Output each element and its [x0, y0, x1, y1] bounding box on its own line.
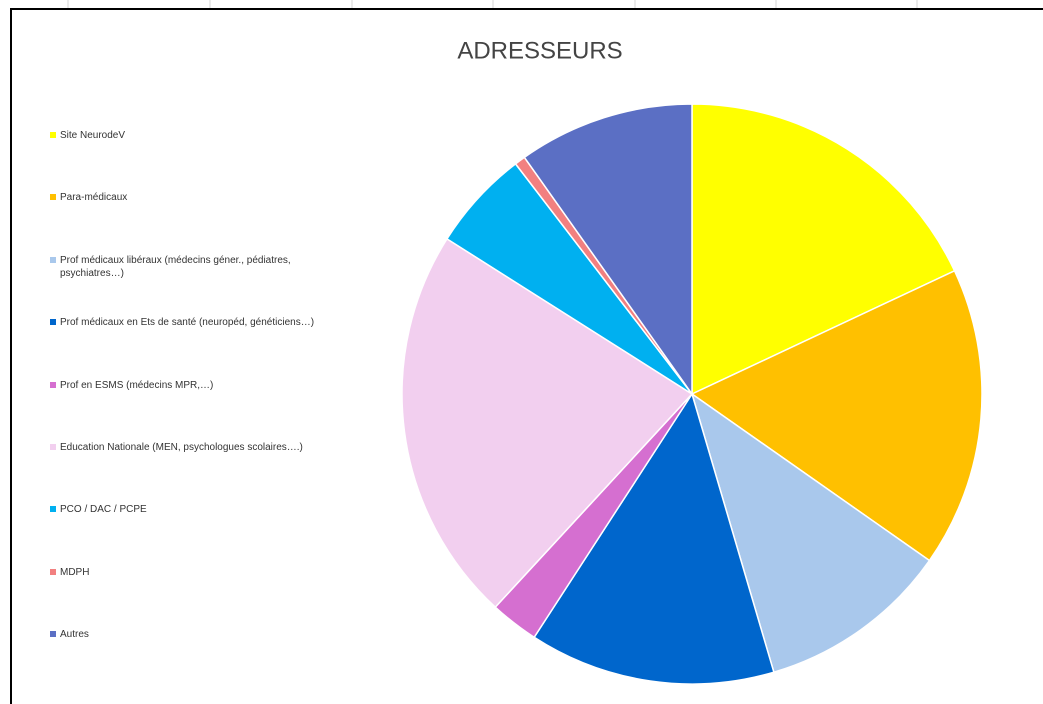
legend-label: Para-médicaux: [60, 192, 128, 204]
legend-swatch: [50, 381, 56, 388]
legend-entry: Autres: [50, 628, 350, 641]
legend-label: PCO / DAC / PCPE: [60, 504, 147, 516]
legend-entry: MDPH: [50, 566, 350, 579]
legend-label: MDPH: [60, 566, 90, 578]
legend-entry: Para-médicaux: [50, 191, 350, 204]
legend-entry: Prof en ESMS (médecins MPR,…): [50, 379, 350, 392]
chart: ADRESSEURS: [401, 37, 983, 685]
pie-slice: [523, 103, 693, 397]
legend-swatch: [50, 568, 56, 575]
legend-swatch: [50, 132, 56, 138]
legend-label: Prof en ESMS (médecins MPR,…): [60, 379, 214, 391]
chart-title: ADRESSEURS: [457, 37, 622, 64]
legend-swatch: [50, 194, 56, 201]
legend-label: Site NeurodeV: [60, 130, 126, 141]
chart-area: ADRESSEURS Site NeurodeV Para-médicaux Pro…: [10, 8, 1043, 704]
legend-label: Prof médicaux libéraux (médecins géner.,…: [60, 254, 291, 279]
legend-entry: Prof médicaux libéraux (médecins géner.,…: [50, 254, 350, 280]
legend-entry: Prof médicaux en Ets de santé (neuropéd,…: [50, 316, 350, 329]
pie-slice: [691, 103, 956, 396]
pie-slice: [533, 392, 775, 685]
legend-label: Prof médicaux en Ets de santé (neuropéd,…: [60, 317, 315, 329]
legend-swatch: [50, 631, 56, 638]
pie-slice: [690, 269, 983, 562]
legend-entry: Site NeurodeV: [50, 129, 350, 142]
pie-slice: [690, 392, 931, 674]
legend-entry: Education Nationale (MEN, psychologues s…: [50, 441, 350, 454]
pie-slice: [401, 237, 694, 609]
legend-swatch: [50, 319, 56, 326]
legend-label: Education Nationale (MEN, psychologues s…: [60, 442, 303, 453]
legend-entry: PCO / DAC / PCPE: [50, 503, 350, 516]
legend-swatch: [50, 444, 56, 450]
legend-swatch: [50, 256, 56, 263]
legend-label: Autres: [60, 629, 89, 641]
legend-swatch: [50, 506, 56, 513]
